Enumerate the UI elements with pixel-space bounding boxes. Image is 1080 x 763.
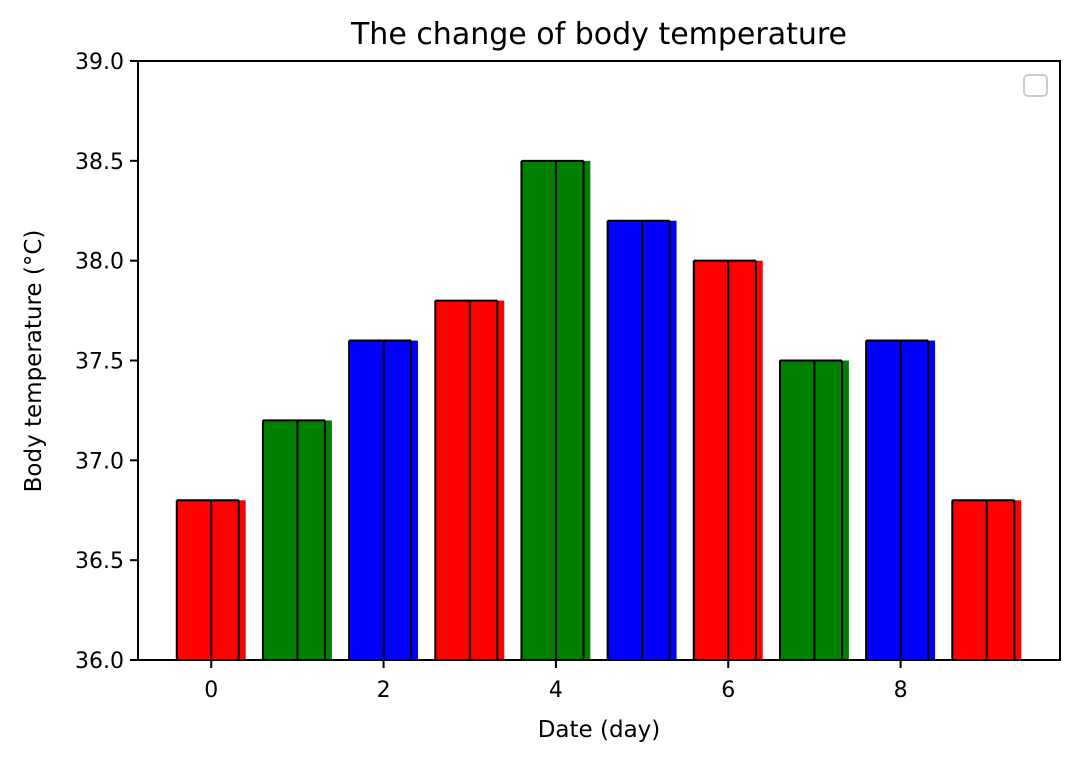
y-axis-label: Body temperature (°C) <box>21 230 47 493</box>
bar-group <box>606 219 677 660</box>
y-tick-label: 37.5 <box>75 350 124 375</box>
bar-group <box>951 499 1022 660</box>
x-axis-ticks: 0 2 4 6 8 <box>204 660 908 703</box>
x-tick-label: 4 <box>549 678 563 703</box>
x-tick-label: 6 <box>721 678 735 703</box>
bar-group <box>778 359 849 660</box>
y-axis-ticks: 36.0 36.5 37.0 37.5 38.0 38.5 39.0 <box>75 50 138 674</box>
bar-group <box>348 339 419 660</box>
x-tick-label: 0 <box>204 678 218 703</box>
y-tick-label: 36.0 <box>75 649 124 674</box>
legend-box <box>1023 74 1048 97</box>
chart-title: The change of body temperature <box>350 17 847 52</box>
y-tick-label: 39.0 <box>75 50 124 75</box>
bar-group <box>434 299 505 660</box>
x-tick-label: 2 <box>377 678 391 703</box>
bar-group <box>692 259 763 660</box>
bar-group <box>261 419 332 660</box>
y-tick-label: 38.0 <box>75 250 124 275</box>
x-tick-label: 8 <box>894 678 908 703</box>
bar-group <box>175 499 246 660</box>
y-tick-label: 37.0 <box>75 449 124 474</box>
bars-layer <box>175 159 1022 661</box>
bar-group <box>865 339 936 660</box>
y-tick-label: 36.5 <box>75 549 124 574</box>
bar-group <box>520 159 591 661</box>
x-axis-label: Date (day) <box>538 717 661 743</box>
y-tick-label: 38.5 <box>75 150 124 175</box>
